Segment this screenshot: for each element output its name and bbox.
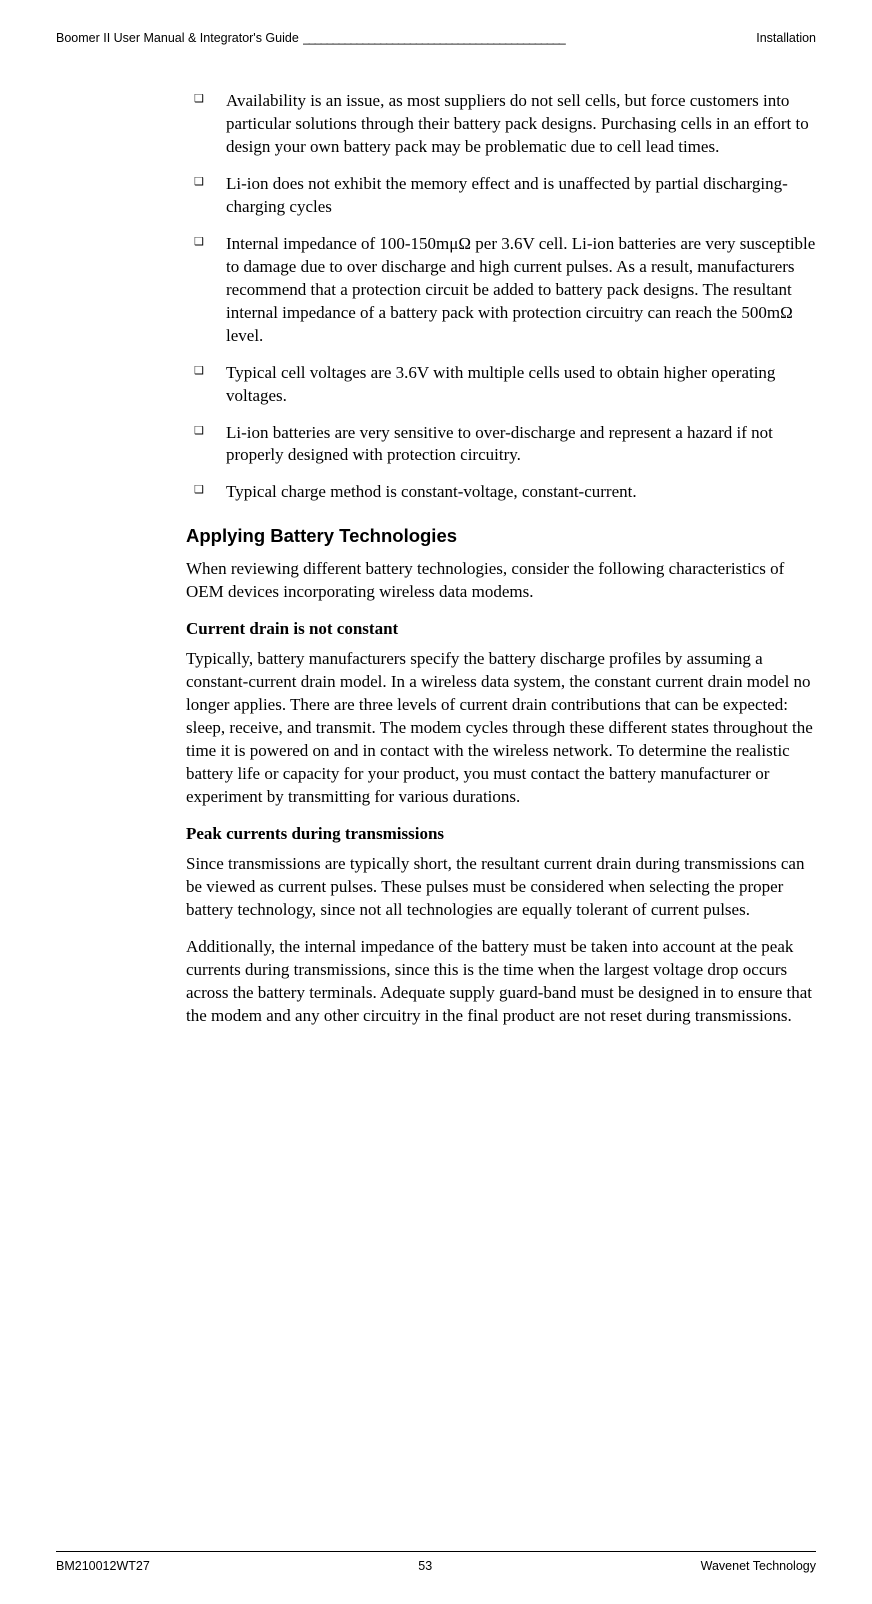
header-divider-line: ________________________________________… xyxy=(303,30,752,46)
paragraph-peak-currents-2: Additionally, the internal impedance of … xyxy=(186,936,816,1028)
header-section-name: Installation xyxy=(756,30,816,46)
main-content: Availability is an issue, as most suppli… xyxy=(186,90,816,1027)
page-header: Boomer II User Manual & Integrator's Gui… xyxy=(56,30,816,46)
list-item: Li-ion does not exhibit the memory effec… xyxy=(186,173,816,219)
section-heading-applying: Applying Battery Technologies xyxy=(186,524,816,548)
page-container: Boomer II User Manual & Integrator's Gui… xyxy=(0,0,872,1604)
footer-page-number: 53 xyxy=(418,1558,432,1574)
subheading-current-drain: Current drain is not constant xyxy=(186,618,816,640)
paragraph-peak-currents-1: Since transmissions are typically short,… xyxy=(186,853,816,922)
list-item: Availability is an issue, as most suppli… xyxy=(186,90,816,159)
page-footer: BM210012WT27 53 Wavenet Technology xyxy=(56,1551,816,1574)
bullet-list: Availability is an issue, as most suppli… xyxy=(186,90,816,504)
footer-doc-id: BM210012WT27 xyxy=(56,1558,150,1574)
subheading-peak-currents: Peak currents during transmissions xyxy=(186,823,816,845)
list-item: Typical cell voltages are 3.6V with mult… xyxy=(186,362,816,408)
list-item: Li-ion batteries are very sensitive to o… xyxy=(186,422,816,468)
list-item: Typical charge method is constant-voltag… xyxy=(186,481,816,504)
header-doc-title: Boomer II User Manual & Integrator's Gui… xyxy=(56,30,299,46)
section-intro-paragraph: When reviewing different battery technol… xyxy=(186,558,816,604)
footer-company: Wavenet Technology xyxy=(701,1558,816,1574)
paragraph-current-drain: Typically, battery manufacturers specify… xyxy=(186,648,816,809)
list-item: Internal impedance of 100-150mμΩ per 3.6… xyxy=(186,233,816,348)
